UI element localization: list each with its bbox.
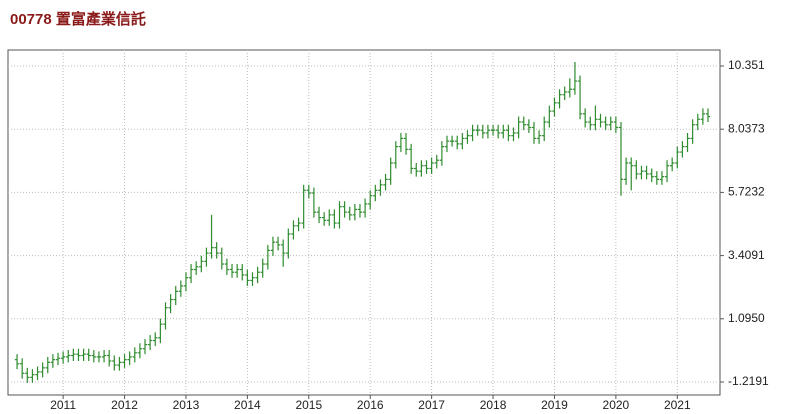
x-tick-label: 2017: [418, 398, 445, 412]
y-tick-label: 1.0950: [728, 311, 765, 325]
x-tick-label: 2016: [357, 398, 384, 412]
y-tick-label: 8.0373: [728, 121, 765, 135]
x-tick-label: 2011: [50, 398, 76, 412]
x-tick-label: 2013: [173, 398, 200, 412]
y-tick-label: 10.351: [728, 58, 765, 72]
x-tick-label: 2018: [480, 398, 507, 412]
y-tick-label: 5.7232: [728, 185, 765, 199]
x-tick-label: 2012: [111, 398, 138, 412]
x-tick-label: 2020: [603, 398, 630, 412]
x-tick-label: 2015: [295, 398, 322, 412]
x-tick-label: 2019: [541, 398, 568, 412]
y-tick-label: -1.2191: [728, 374, 769, 388]
x-tick-label: 2014: [234, 398, 261, 412]
plot-frame: [7, 49, 721, 396]
x-tick-label: 2021: [664, 398, 691, 412]
y-tick-label: 3.4091: [728, 248, 765, 262]
chart-title: 00778 置富產業信託: [10, 10, 146, 28]
